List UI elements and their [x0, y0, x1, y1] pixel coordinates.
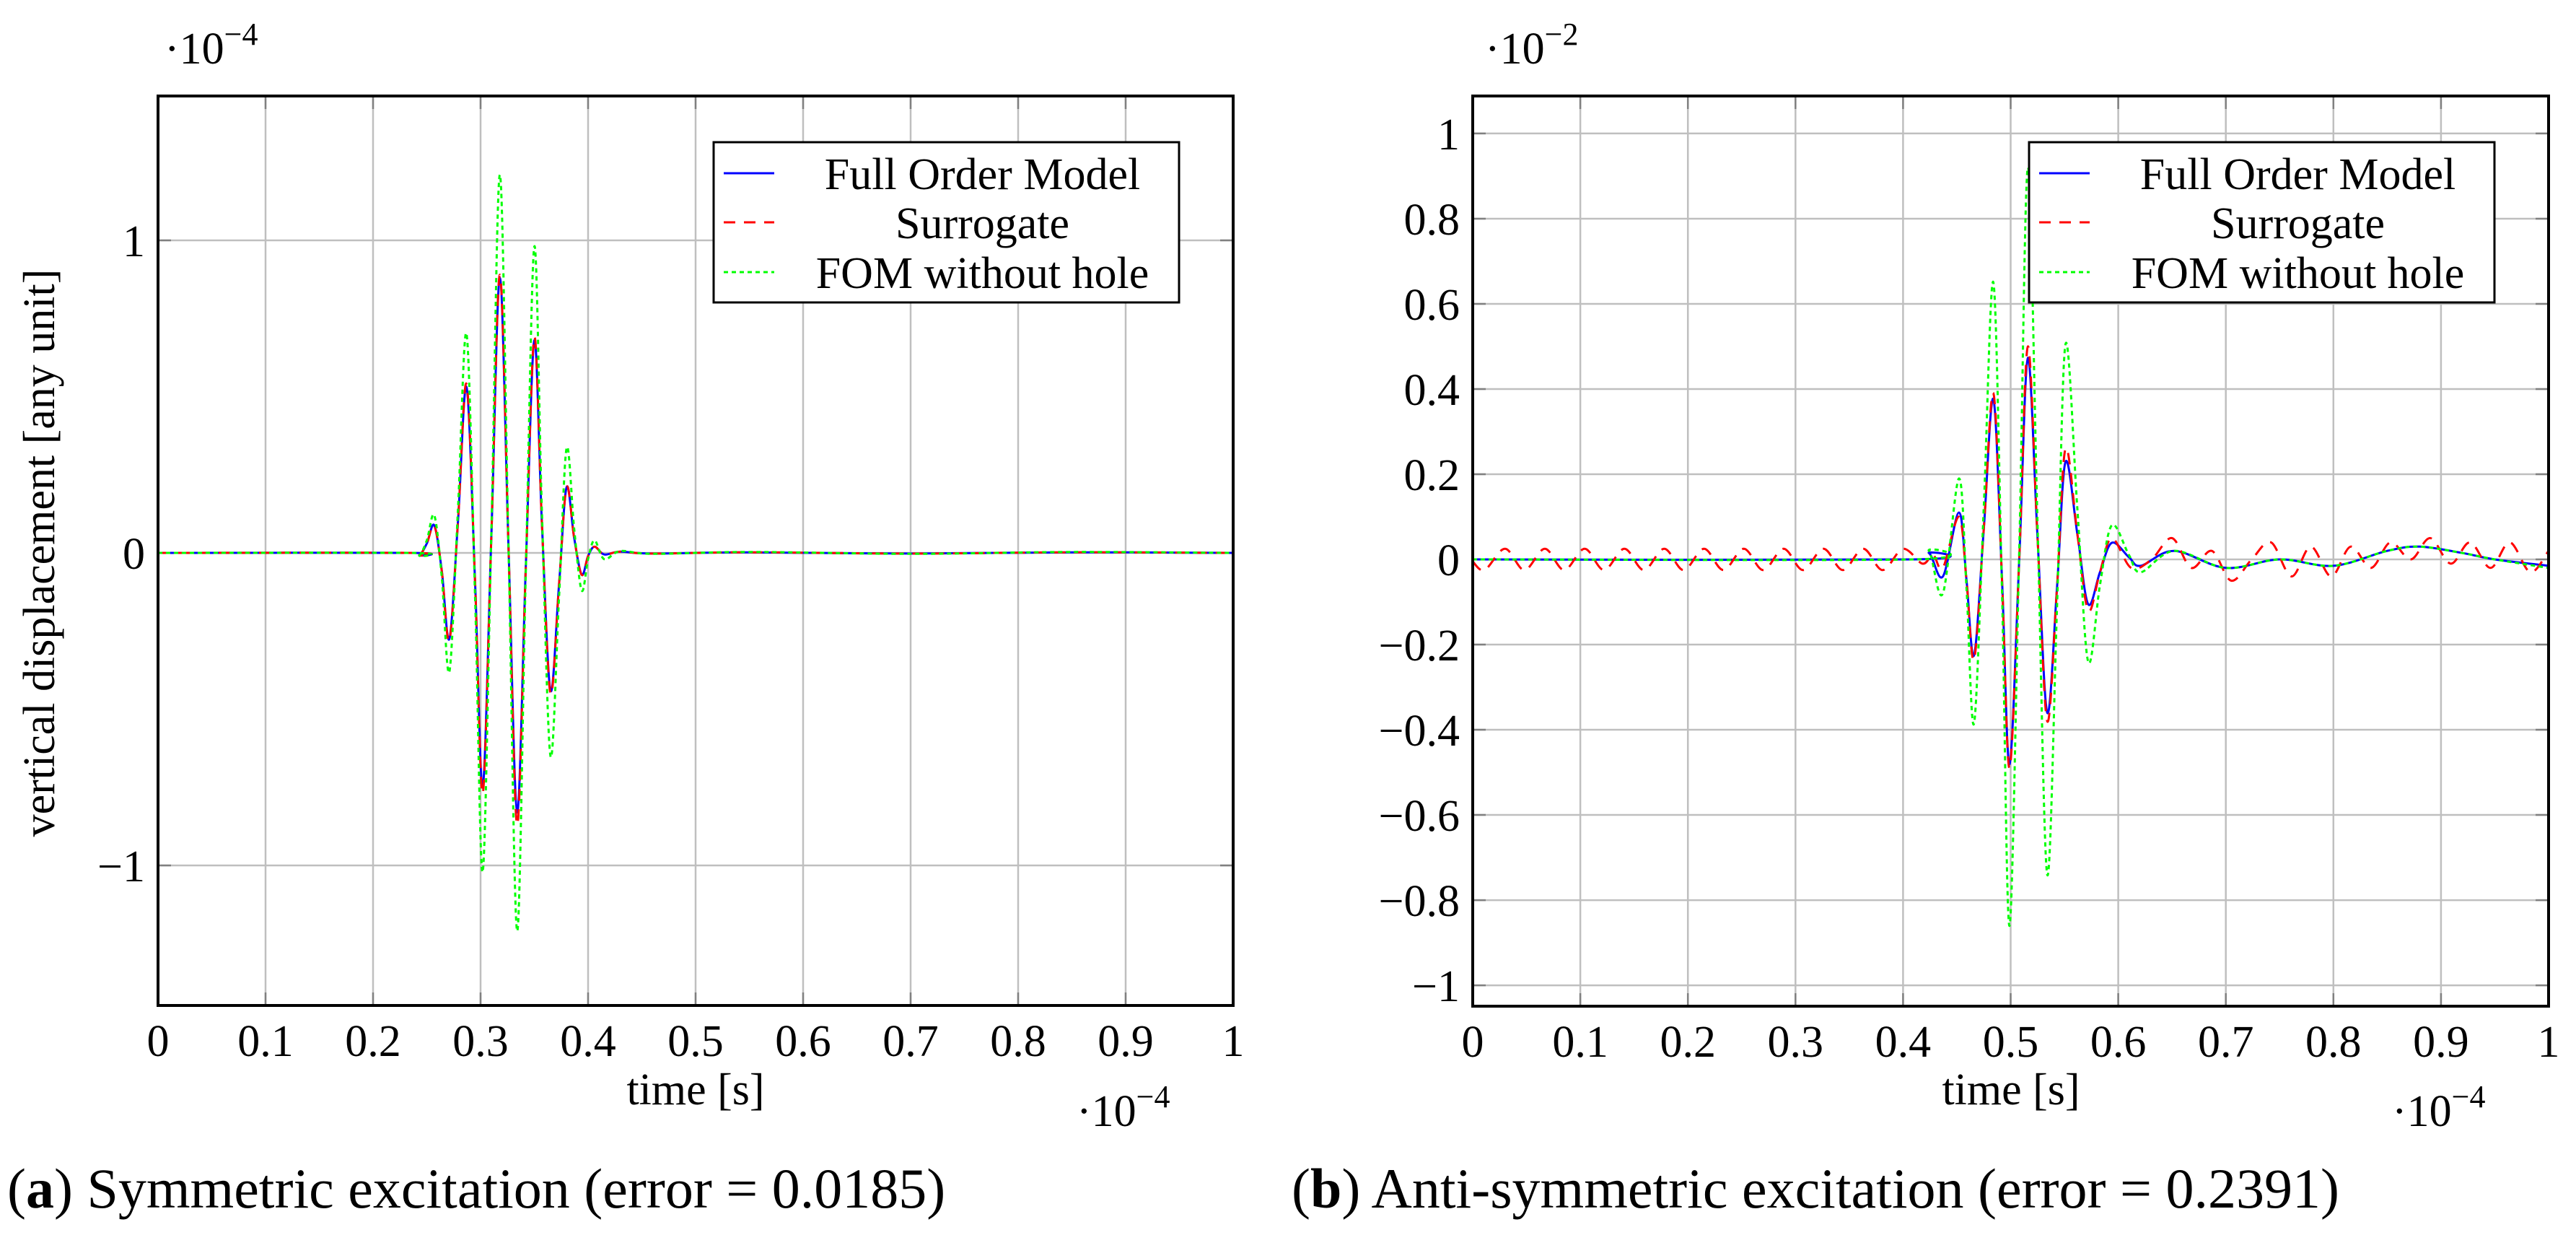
x-scale-multiplier: ·10−4 — [1077, 1079, 1170, 1136]
y-tick-label: 0 — [123, 530, 145, 579]
y-tick-label: −0.6 — [1379, 792, 1460, 841]
series-surrogate — [158, 274, 1233, 826]
y-tick-label: 0.4 — [1404, 366, 1460, 415]
caption-b-text: Anti-symmetric excitation (error = 0.239… — [1371, 1157, 2339, 1220]
y-tick-label: 0.2 — [1404, 451, 1460, 500]
caption-b-label: b — [1310, 1157, 1342, 1220]
legend-label: FOM without hole — [2132, 249, 2465, 298]
x-tick-label: 0.7 — [882, 1017, 939, 1066]
x-tick-label: 0.3 — [452, 1017, 509, 1066]
y-tick-label: 1 — [123, 217, 145, 266]
series-group — [1473, 166, 2549, 928]
y-tick-label: −0.8 — [1379, 877, 1460, 926]
caption-a-text: Symmetric excitation (error = 0.0185) — [87, 1157, 946, 1220]
x-tick-label: 1 — [1222, 1017, 1245, 1066]
y-tick-label: 0.6 — [1404, 281, 1460, 330]
x-tick-label: 0.1 — [1552, 1018, 1608, 1067]
axes-frame — [157, 95, 1235, 1007]
caption-a-label: a — [25, 1157, 54, 1220]
legend-label: Surrogate — [2211, 199, 2385, 248]
y-scale-multiplier: ·10−4 — [165, 17, 258, 74]
caption-b: (b) Anti-symmetric excitation (error = 0… — [1292, 1157, 2339, 1220]
x-tick-label: 0.9 — [1098, 1017, 1154, 1066]
x-axis-label: time [s] — [626, 1065, 764, 1114]
caption-a: (a) Symmetric excitation (error = 0.0185… — [7, 1157, 946, 1220]
y-tick-label: 1 — [1437, 110, 1460, 160]
x-tick-label: 0.8 — [2305, 1018, 2362, 1067]
series-fom-without-hole — [158, 173, 1233, 933]
legend-label: Surrogate — [895, 199, 1069, 248]
x-tick-label: 0.5 — [667, 1017, 724, 1066]
x-tick-label: 0.2 — [345, 1017, 401, 1066]
series-surrogate — [1473, 345, 2549, 769]
y-tick-label: −1 — [97, 842, 145, 891]
x-tick-label: 0.7 — [2198, 1018, 2254, 1067]
x-tick-label: 0.4 — [1875, 1018, 1932, 1067]
x-tick-label: 0.9 — [2413, 1018, 2469, 1067]
x-tick-label: 0.2 — [1660, 1018, 1716, 1067]
legend-label: FOM without hole — [816, 249, 1149, 298]
x-axis-label: time [s] — [1942, 1065, 2080, 1114]
axes-frame — [1471, 95, 2550, 1008]
x-tick-label: 0.1 — [237, 1017, 294, 1066]
x-tick-label: 0 — [1462, 1018, 1484, 1067]
x-tick-label: 0.6 — [2090, 1018, 2147, 1067]
legend-label: Full Order Model — [2140, 150, 2455, 199]
x-tick-label: 1 — [2538, 1018, 2560, 1067]
legend-label: Full Order Model — [825, 150, 1140, 199]
x-tick-label: 0 — [147, 1017, 170, 1066]
x-tick-label: 0.5 — [1983, 1018, 2039, 1067]
x-tick-label: 0.3 — [1768, 1018, 1824, 1067]
y-tick-label: −1 — [1412, 962, 1460, 1011]
y-tick-label: 0.8 — [1404, 196, 1460, 245]
plot-panel-a: 0 0.1 0.2 0.3 0.4 0.5 0.6 0.7 0.8 0.9 1 −1 0 1 time [s… — [15, 17, 1245, 1136]
x-tick-label: 0.8 — [990, 1017, 1046, 1066]
y-scale-multiplier: ·10−2 — [1485, 17, 1578, 74]
series-group — [158, 173, 1233, 933]
y-tick-label: −0.2 — [1379, 621, 1460, 671]
plot-panel-b: 0 0.1 0.2 0.3 0.4 0.5 0.6 0.7 0.8 0.9 1 −1 −0.8 −0.6 −… — [1379, 17, 2560, 1136]
x-scale-multiplier: ·10−4 — [2392, 1079, 2485, 1136]
y-tick-label: 0 — [1437, 536, 1460, 585]
y-axis-label: vertical displacement [any unit] — [15, 269, 64, 837]
series-fom-without-hole — [1473, 166, 2549, 928]
x-tick-label: 0.6 — [775, 1017, 831, 1066]
y-tick-label: −0.4 — [1379, 707, 1460, 756]
x-tick-label: 0.4 — [560, 1017, 616, 1066]
